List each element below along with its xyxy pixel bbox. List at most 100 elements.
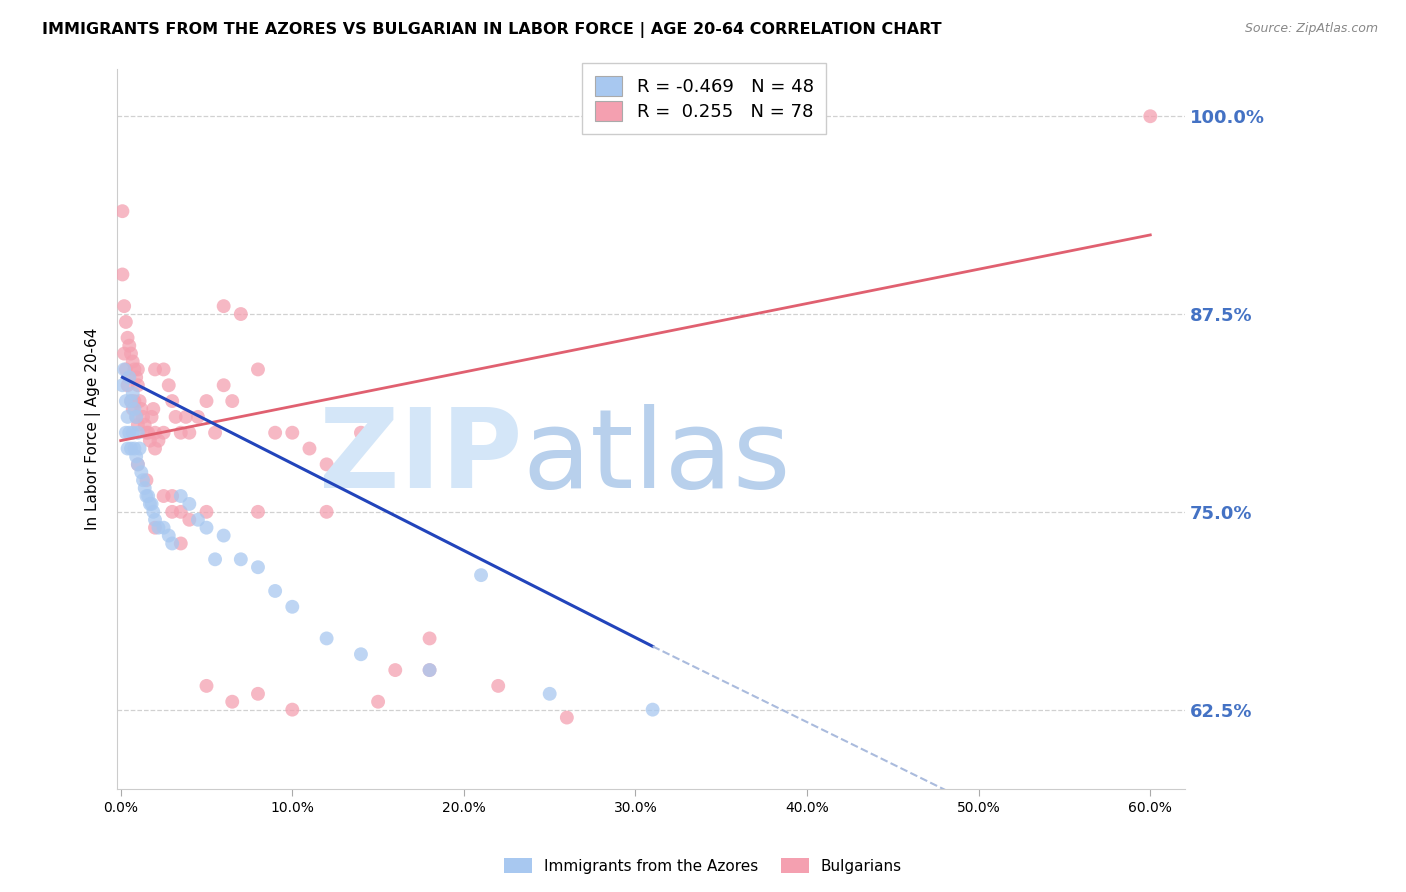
Point: [419, 663, 441, 677]
Point: [212, 528, 235, 542]
Point: [121, 354, 143, 368]
Point: [204, 552, 226, 566]
Point: [135, 425, 157, 440]
Point: [112, 362, 135, 376]
Point: [118, 370, 141, 384]
Point: [148, 521, 170, 535]
Point: [555, 710, 578, 724]
Point: [121, 401, 143, 416]
Point: [160, 505, 183, 519]
Point: [187, 513, 209, 527]
Point: [118, 425, 141, 440]
Point: [470, 568, 492, 582]
Point: [129, 465, 152, 479]
Point: [195, 505, 218, 519]
Point: [229, 552, 252, 566]
Point: [115, 362, 138, 376]
Point: [142, 401, 165, 416]
Point: [1139, 109, 1161, 123]
Point: [125, 450, 148, 464]
Point: [204, 425, 226, 440]
Point: [179, 497, 201, 511]
Point: [118, 339, 141, 353]
Point: [419, 663, 441, 677]
Point: [132, 409, 155, 424]
Point: [115, 425, 138, 440]
Point: [486, 679, 509, 693]
Point: [157, 378, 180, 392]
Point: [212, 299, 235, 313]
Legend: Immigrants from the Azores, Bulgarians: Immigrants from the Azores, Bulgarians: [498, 852, 908, 880]
Point: [350, 425, 373, 440]
Point: [229, 307, 252, 321]
Point: [127, 425, 149, 440]
Point: [160, 394, 183, 409]
Point: [112, 346, 135, 360]
Point: [121, 425, 143, 440]
Point: [152, 425, 174, 440]
Point: [170, 536, 193, 550]
Point: [170, 505, 193, 519]
Point: [142, 505, 165, 519]
Point: [127, 378, 149, 392]
Point: [117, 331, 139, 345]
Point: [136, 489, 159, 503]
Legend: R = -0.469   N = 48, R =  0.255   N = 78: R = -0.469 N = 48, R = 0.255 N = 78: [582, 63, 827, 134]
Point: [112, 299, 135, 313]
Point: [111, 268, 134, 282]
Point: [124, 362, 146, 376]
Point: [143, 442, 166, 456]
Point: [264, 425, 287, 440]
Point: [143, 513, 166, 527]
Point: [124, 394, 146, 409]
Point: [367, 695, 389, 709]
Point: [538, 687, 561, 701]
Point: [128, 442, 150, 456]
Point: [115, 394, 138, 409]
Point: [134, 481, 156, 495]
Point: [195, 394, 218, 409]
Y-axis label: In Labor Force | Age 20-64: In Labor Force | Age 20-64: [86, 327, 101, 530]
Point: [132, 473, 155, 487]
Point: [281, 599, 304, 614]
Point: [264, 584, 287, 599]
Point: [179, 513, 201, 527]
Text: IMMIGRANTS FROM THE AZORES VS BULGARIAN IN LABOR FORCE | AGE 20-64 CORRELATION C: IMMIGRANTS FROM THE AZORES VS BULGARIAN …: [42, 22, 942, 38]
Point: [120, 394, 142, 409]
Point: [139, 497, 162, 511]
Point: [246, 560, 269, 574]
Point: [148, 434, 170, 448]
Point: [419, 632, 441, 646]
Point: [246, 362, 269, 376]
Point: [212, 378, 235, 392]
Point: [118, 370, 141, 384]
Point: [179, 425, 201, 440]
Point: [136, 425, 159, 440]
Point: [117, 378, 139, 392]
Point: [120, 394, 142, 409]
Point: [125, 370, 148, 384]
Point: [221, 695, 243, 709]
Point: [141, 409, 163, 424]
Point: [111, 378, 134, 392]
Point: [127, 458, 149, 472]
Text: ZIP: ZIP: [319, 404, 523, 511]
Point: [125, 409, 148, 424]
Point: [281, 703, 304, 717]
Point: [165, 409, 187, 424]
Point: [111, 204, 134, 219]
Point: [160, 536, 183, 550]
Point: [127, 362, 149, 376]
Point: [315, 505, 337, 519]
Point: [143, 362, 166, 376]
Point: [135, 489, 157, 503]
Point: [128, 394, 150, 409]
Point: [170, 489, 193, 503]
Point: [246, 505, 269, 519]
Point: [120, 346, 142, 360]
Point: [143, 521, 166, 535]
Point: [141, 497, 163, 511]
Point: [221, 394, 243, 409]
Point: [134, 417, 156, 432]
Point: [129, 401, 152, 416]
